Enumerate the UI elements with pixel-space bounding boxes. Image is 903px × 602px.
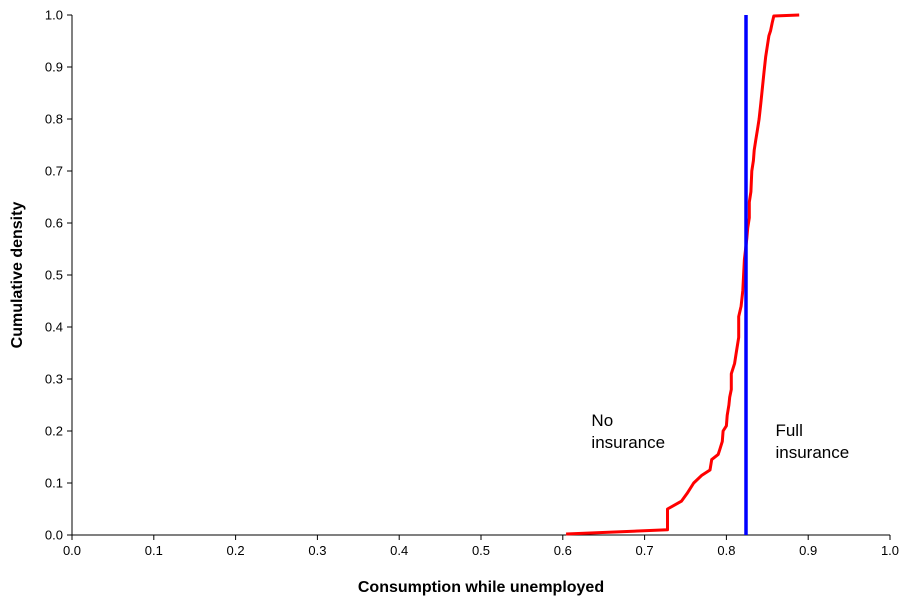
y-tick-label: 0.4 <box>45 320 63 335</box>
x-tick-label: 1.0 <box>881 543 899 558</box>
x-axis-title: Consumption while unemployed <box>358 579 604 596</box>
y-tick-label: 0.1 <box>45 476 63 491</box>
x-tick-label: 0.9 <box>799 543 817 558</box>
x-tick-label: 0.2 <box>227 543 245 558</box>
annotation-layer: No insurance Full insurance <box>591 411 849 462</box>
series-line-no-insurance <box>566 15 799 534</box>
annotation-text: Full <box>775 421 802 440</box>
y-tick-label: 0.2 <box>45 424 63 439</box>
x-tick-label: 0.0 <box>63 543 81 558</box>
x-tick-label: 0.6 <box>554 543 572 558</box>
y-tick-label: 0.0 <box>45 528 63 543</box>
y-tick-label: 0.5 <box>45 268 63 283</box>
y-tick-label: 0.8 <box>45 112 63 127</box>
annotation-text: insurance <box>591 433 665 452</box>
x-tick-label: 0.8 <box>717 543 735 558</box>
y-tick-label: 1.0 <box>45 8 63 23</box>
x-tick-label: 0.4 <box>390 543 408 558</box>
y-axis: 0.0 0.1 0.2 0.3 0.4 0.5 0.6 0.7 0.8 0.9 1.0 <box>45 8 72 543</box>
x-tick-label: 0.1 <box>145 543 163 558</box>
series-layer <box>566 15 799 535</box>
annotation-text: insurance <box>775 443 849 462</box>
y-tick-label: 0.6 <box>45 216 63 231</box>
x-tick-label: 0.5 <box>472 543 490 558</box>
annotation-0: No insurance <box>591 411 665 452</box>
y-axis-title: Cumulative density <box>9 202 26 349</box>
x-axis: 0.0 0.1 0.2 0.3 0.4 0.5 0.6 0.7 0.8 0.9 1.0 <box>63 535 899 558</box>
x-tick-label: 0.7 <box>636 543 654 558</box>
x-tick-label: 0.3 <box>308 543 326 558</box>
annotation-1: Full insurance <box>775 421 849 462</box>
annotation-text: No <box>591 411 613 430</box>
y-tick-label: 0.9 <box>45 60 63 75</box>
y-tick-label: 0.3 <box>45 372 63 387</box>
y-tick-label: 0.7 <box>45 164 63 179</box>
